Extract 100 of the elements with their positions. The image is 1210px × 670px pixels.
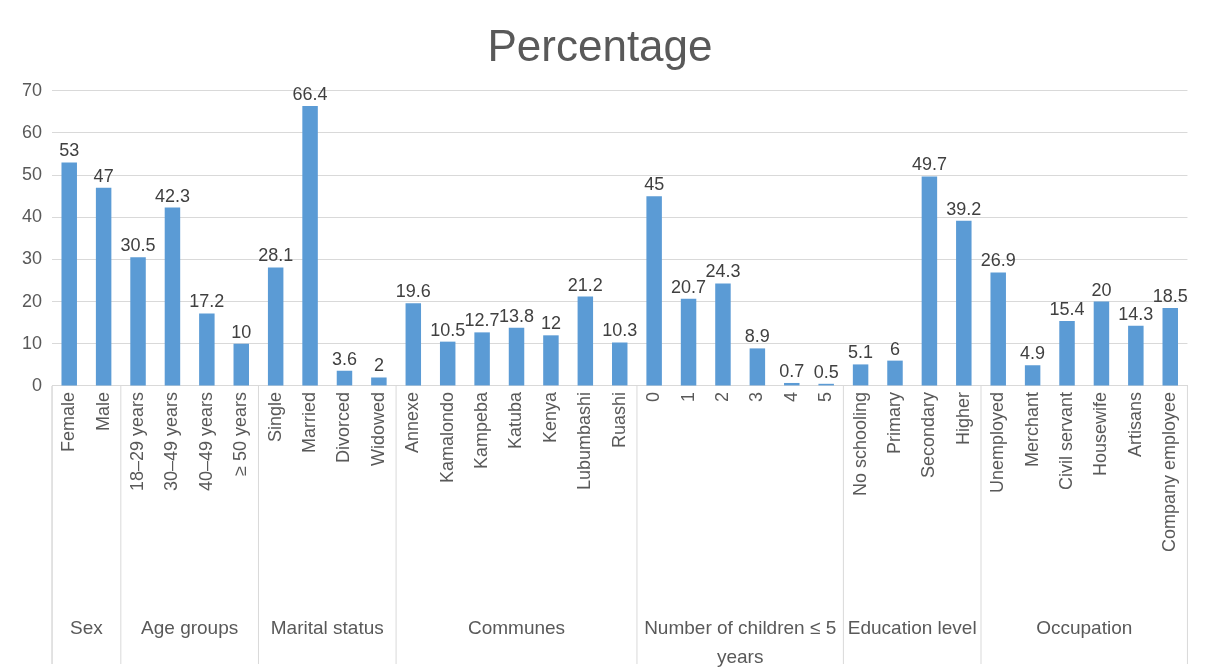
data-label: 42.3 [154,185,190,206]
data-label: 26.9 [980,250,1016,271]
bar [715,283,731,386]
bar [199,313,215,386]
x-tick-label: Company employee [1159,391,1180,553]
data-label: 5.1 [848,342,874,363]
bar [646,196,662,386]
x-tick-label: Secondary [918,391,939,478]
bar [1162,307,1178,386]
text: Number of children ≤ 5 years [644,617,837,668]
y-tick-label: 50 [21,164,43,185]
y-tick-label: 30 [21,248,43,269]
data-label: 66.4 [292,83,328,104]
data-label: 8.9 [744,326,770,347]
bar [577,296,594,386]
y-tick-label: 60 [21,121,43,142]
bar [164,207,181,386]
bar [336,370,353,386]
x-tick-label: Primary [883,391,904,454]
data-label: 47 [93,165,114,186]
x-tick-label: Annexe [402,391,423,453]
text: Education level [847,617,977,639]
x-tick-label: Unemployed [987,391,1008,493]
x-tick-label: 40–49 years [195,391,216,491]
bar [95,187,112,386]
x-tick-label: 2 [711,391,732,402]
data-label: 15.4 [1049,298,1085,319]
x-tick-label: 3 [746,391,767,402]
data-label: 10.3 [602,320,638,341]
x-tick-label: Kamalondo [436,391,457,483]
bar [267,267,284,386]
bar [1128,325,1144,386]
bar [543,335,559,386]
x-tick-label: Artisans [1124,391,1145,457]
data-label: 13.8 [498,305,535,326]
data-label: 10 [231,321,252,342]
x-tick-label: Katuba [505,390,526,449]
data-label: 39.2 [946,198,982,219]
bar [302,105,318,386]
x-tick-label: 1 [677,391,698,402]
data-label: 3.6 [331,348,357,369]
data-label: 0.7 [779,360,805,381]
bar [852,364,869,386]
data-label: 45 [644,174,665,195]
bar [612,342,628,386]
data-label: 30.5 [120,235,156,256]
x-tick-label: Male [92,391,113,431]
x-tick-label: ≥ 50 years [230,391,251,476]
bar [130,257,146,386]
x-tick-label: Female [58,391,79,452]
x-tick-label: 30–49 years [161,391,182,491]
x-tick-label: Ruashi [608,391,629,448]
y-tick-label: 70 [21,79,43,100]
data-label: 20.7 [671,276,707,297]
x-tick-label: Divorced [333,391,354,463]
bar [439,341,456,386]
bar [1024,365,1041,386]
data-label: 20 [1091,279,1112,300]
bar [956,220,972,386]
bar [371,377,387,386]
x-tick-label: Merchant [1021,391,1042,467]
data-label: 6 [889,338,900,359]
bar [921,176,938,386]
x-tick-label: 18–29 years [127,391,148,491]
data-label: 17.2 [189,291,225,312]
text: Sex [70,617,104,639]
data-label: 4.9 [1020,343,1046,364]
x-tick-label: 0 [643,391,664,402]
data-label: 28.1 [258,245,294,266]
x-tick-label: Kampeba [471,390,492,469]
data-label: 21.2 [567,274,603,295]
y-tick-label: 40 [21,206,43,227]
bar [887,360,903,386]
x-tick-label: Single [264,391,285,442]
chart-title: Percentage [487,20,713,70]
x-tick-label: Civil servant [1056,391,1076,490]
bar [405,303,422,386]
bar [1059,320,1075,386]
data-label: 12.7 [464,310,500,331]
y-tick-label: 20 [21,290,43,311]
bar [61,162,77,386]
text: Age groups [141,617,239,639]
bar [474,332,490,386]
x-tick-label: No schooling [849,391,870,496]
x-tick-label: Housewife [1090,391,1111,476]
x-tick-label: 4 [780,391,801,402]
text: Occupation [1036,617,1133,639]
text: Marital status [270,617,384,639]
bar [233,343,249,386]
data-label: 53 [59,140,80,161]
bar [680,298,697,386]
bar [990,272,1006,386]
data-label: 18.5 [1152,285,1188,306]
x-tick-label: Higher [952,391,973,445]
data-label: 14.3 [1118,303,1154,324]
data-label: 19.6 [395,281,431,302]
text: Communes [467,617,566,639]
y-tick-label: 10 [21,332,43,353]
x-tick-label: Married [299,391,320,453]
bar [749,348,766,386]
